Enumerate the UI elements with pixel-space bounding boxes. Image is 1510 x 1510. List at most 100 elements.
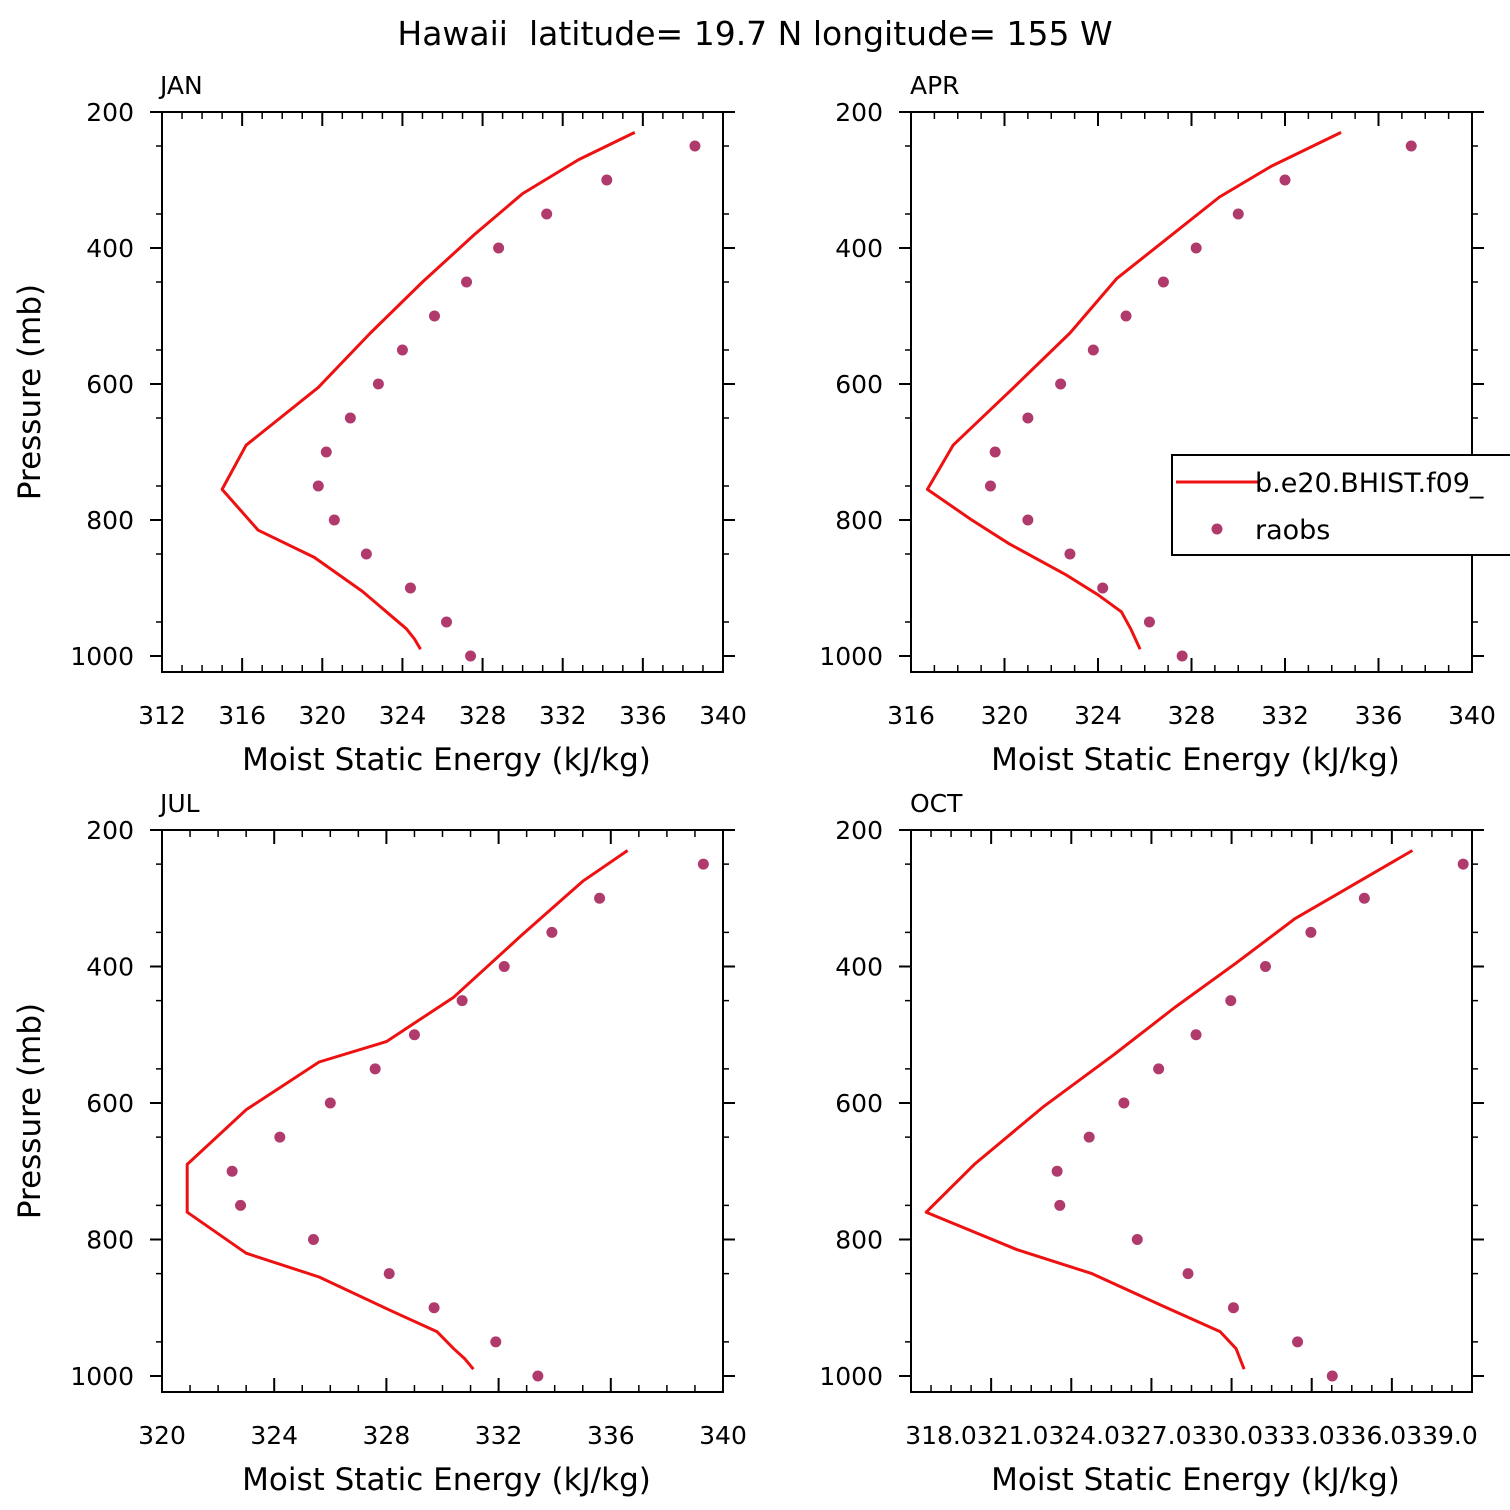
x-tick-label: 320 xyxy=(138,1421,186,1450)
raobs-point xyxy=(1292,1336,1304,1348)
x-tick-label: 316 xyxy=(887,701,935,730)
y-tick-label: 400 xyxy=(835,953,883,982)
panel-label: APR xyxy=(910,71,960,100)
y-tick-label: 1000 xyxy=(819,642,883,671)
model-profile-line xyxy=(185,849,629,1371)
raobs-point xyxy=(372,378,384,390)
x-axis-label: Moist Static Energy (kJ/kg) xyxy=(991,1462,1400,1498)
raobs-point xyxy=(1064,548,1076,560)
y-tick-label: 600 xyxy=(86,370,134,399)
raobs-point xyxy=(1097,582,1109,594)
y-tick-label: 400 xyxy=(835,234,883,263)
raobs-point xyxy=(441,616,453,628)
raobs-point xyxy=(1022,514,1034,526)
legend: b.e20.BHIST.f09_ raobs xyxy=(1171,454,1510,556)
raobs-point xyxy=(428,1302,440,1314)
model-profile-line xyxy=(925,131,1342,650)
panel-jul: JUL 320 324 328 332 336 340 Moist Static Energy… xyxy=(12,789,747,1498)
raobs-point xyxy=(428,310,440,322)
x-tick-label: 328 xyxy=(1168,701,1216,730)
y-axis-label: Pressure (mb) xyxy=(12,284,48,500)
raobs-point xyxy=(312,480,324,492)
panel-label: JUL xyxy=(158,789,200,818)
raobs-point xyxy=(1176,650,1188,662)
legend-obs-marker xyxy=(1211,523,1223,535)
figure-title: Hawaii latitude= 19.7 N longitude= 155 W xyxy=(397,14,1112,53)
x-tick-label: 324 xyxy=(379,701,427,730)
y-tick-label: 1000 xyxy=(70,642,134,671)
x-tick-label: 336 xyxy=(587,1421,635,1450)
raobs-point xyxy=(989,446,1001,458)
model-profile-line xyxy=(924,849,1414,1370)
raobs-point xyxy=(1055,378,1067,390)
plot-frame xyxy=(910,111,1473,673)
raobs-point xyxy=(1326,1370,1338,1382)
raobs-point xyxy=(697,858,709,870)
legend-box xyxy=(1171,454,1510,556)
y-axis-label: Pressure (mb) xyxy=(12,1003,48,1219)
raobs-point xyxy=(1182,1268,1194,1280)
x-tick-label: 340 xyxy=(1448,701,1496,730)
y-tick-label: 400 xyxy=(86,953,134,982)
panel-jan: JAN 312 316 320 324 328 332 336 340 Moist Static … xyxy=(12,71,747,778)
x-tick-label-run: 318.0321.0324.0327.0330.0333.0336.0339.0 xyxy=(905,1421,1478,1450)
raobs-point xyxy=(1087,344,1099,356)
raobs-point xyxy=(274,1131,286,1143)
raobs-point xyxy=(1457,858,1469,870)
x-tick-label: 324 xyxy=(250,1421,298,1450)
x-tick-label: 328 xyxy=(459,701,507,730)
y-tick-label: 1000 xyxy=(70,1362,134,1391)
raobs-point xyxy=(1305,926,1317,938)
raobs-point xyxy=(1118,1097,1130,1109)
x-tick-label: 312 xyxy=(138,701,186,730)
raobs-point xyxy=(601,174,613,186)
x-tick-label: 340 xyxy=(699,1421,747,1450)
raobs-point xyxy=(235,1199,247,1211)
raobs-point xyxy=(1153,1063,1165,1075)
raobs-point xyxy=(594,892,606,904)
raobs-point xyxy=(461,276,473,288)
raobs-point xyxy=(1232,208,1244,220)
x-tick-label: 336 xyxy=(1355,701,1403,730)
x-tick-label: 332 xyxy=(1261,701,1309,730)
y-tick-label: 600 xyxy=(835,370,883,399)
legend-model-label: b.e20.BHIST.f09_ xyxy=(1255,468,1484,499)
raobs-point xyxy=(532,1370,544,1382)
x-axis-label: Moist Static Energy (kJ/kg) xyxy=(242,1462,651,1498)
raobs-point xyxy=(1157,276,1169,288)
x-axis-label: Moist Static Energy (kJ/kg) xyxy=(991,742,1400,778)
panel-oct: OCT 318.0321.0324.0327.0330.0333.0336.033… xyxy=(819,789,1484,1498)
model-profile-line xyxy=(220,131,636,650)
raobs-point xyxy=(493,242,505,254)
raobs-point xyxy=(1120,310,1132,322)
raobs-point xyxy=(546,926,558,938)
raobs-point xyxy=(320,446,332,458)
y-tick-label: 800 xyxy=(86,506,134,535)
raobs-point xyxy=(396,344,408,356)
raobs-point xyxy=(1405,140,1417,152)
x-tick-label: 324 xyxy=(1074,701,1122,730)
raobs-point xyxy=(344,412,356,424)
raobs-point xyxy=(1083,1131,1095,1143)
raobs-point xyxy=(498,961,510,972)
raobs-point xyxy=(541,208,553,220)
raobs-point xyxy=(328,514,340,526)
raobs-point xyxy=(1131,1234,1143,1245)
raobs-point xyxy=(1225,995,1237,1007)
raobs-point xyxy=(404,582,416,594)
raobs-point xyxy=(456,995,468,1007)
raobs-point xyxy=(1358,892,1370,904)
raobs-point xyxy=(383,1268,395,1280)
raobs-point xyxy=(1051,1165,1063,1177)
raobs-point xyxy=(1190,242,1202,254)
x-tick-label: 320 xyxy=(298,701,346,730)
raobs-point xyxy=(1022,412,1034,424)
y-tick-label: 600 xyxy=(835,1089,883,1118)
y-tick-label: 800 xyxy=(835,1226,883,1255)
panels: JAN 312 316 320 324 328 332 336 340 Moist Static … xyxy=(12,71,1496,1498)
legend-obs-label: raobs xyxy=(1255,515,1330,546)
x-tick-label: 336 xyxy=(619,701,667,730)
plot-frame xyxy=(910,829,1473,1393)
raobs-point xyxy=(1054,1199,1066,1211)
y-tick-label: 200 xyxy=(86,98,134,127)
